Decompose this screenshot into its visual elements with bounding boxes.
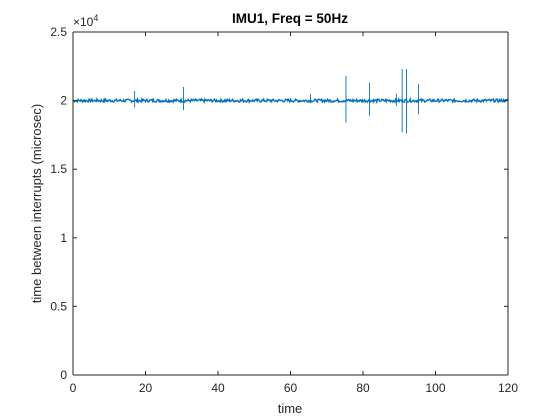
plot-area bbox=[73, 32, 508, 375]
y-exponent-power: 4 bbox=[93, 13, 98, 23]
y-tick-label: 1 bbox=[60, 231, 67, 245]
x-tick-label: 0 bbox=[70, 381, 77, 395]
x-tick-label: 100 bbox=[425, 381, 445, 395]
y-exponent-label: ×104 bbox=[73, 13, 98, 29]
x-tick-label: 20 bbox=[139, 381, 153, 395]
x-tick-label: 60 bbox=[284, 381, 298, 395]
y-exponent-base: ×10 bbox=[73, 15, 94, 29]
y-tick-label: 2 bbox=[60, 94, 67, 108]
x-tick-label: 120 bbox=[498, 381, 518, 395]
y-tick-label: 2.5 bbox=[50, 25, 67, 39]
y-tick-label: 1.5 bbox=[50, 162, 67, 176]
series-line bbox=[72, 96, 509, 105]
chart-title: IMU1, Freq = 50Hz bbox=[232, 11, 348, 26]
y-tick-label: 0.5 bbox=[50, 299, 67, 313]
y-tick-label: 0 bbox=[60, 368, 67, 382]
x-tick-label: 80 bbox=[356, 381, 370, 395]
x-tick-label: 40 bbox=[211, 381, 225, 395]
data-layer bbox=[72, 69, 509, 134]
ticks-layer: 0 20 40 60 80 100 120 0 0.5 1 1.5 2 2.5 bbox=[50, 25, 518, 395]
x-axis-label: time bbox=[278, 401, 303, 416]
y-axis-label: time between interrupts (microsec) bbox=[29, 104, 44, 303]
